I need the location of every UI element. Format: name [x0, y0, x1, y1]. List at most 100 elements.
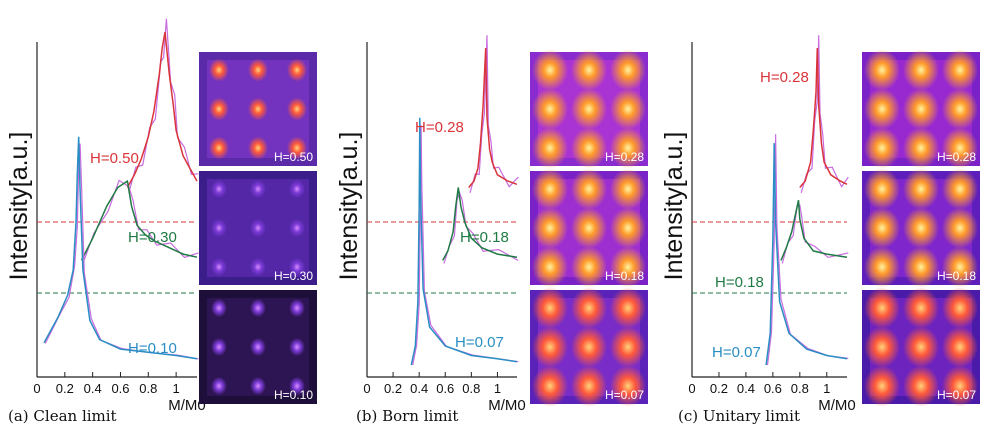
- map-spot: [250, 337, 266, 357]
- x-tick-label: 0: [363, 381, 370, 396]
- map-panel: H=0.18: [862, 168, 980, 288]
- map-spot: [532, 287, 568, 329]
- map-spot: [610, 49, 646, 91]
- series-label: H=0.50: [90, 150, 139, 167]
- x-axis-label: M/M0: [168, 397, 206, 414]
- panel-c: Intensity[a.u.] 0 0.2 0.4 0.6 0.8 1M/M0 H=0.28 H…: [660, 35, 980, 425]
- map-spot: [942, 365, 978, 407]
- map-panel: H=0.07: [530, 287, 648, 407]
- map-panel: H=0.10: [199, 290, 317, 404]
- map-label: H=0.18: [937, 269, 976, 283]
- map-spot: [571, 88, 607, 130]
- y-axis-label: Intensity[a.u.]: [5, 132, 33, 281]
- x-tick-label: 0.8: [791, 381, 809, 396]
- series-label: H=0.18: [460, 229, 509, 246]
- series-line: [442, 187, 518, 261]
- map-spot: [942, 326, 978, 368]
- x-tick-label: 1: [823, 381, 830, 396]
- x-axis-label: M/M0: [488, 397, 526, 414]
- map-spot: [942, 127, 978, 169]
- map-spot: [209, 58, 229, 82]
- series-overlay-line: [800, 35, 849, 193]
- x-tick-label: 0.4: [84, 381, 102, 396]
- map-spot: [571, 365, 607, 407]
- series-label: H=0.07: [455, 334, 504, 351]
- x-tick-label: 0.4: [737, 381, 755, 396]
- map-label: H=0.28: [937, 150, 976, 164]
- map-spot: [864, 207, 900, 249]
- map-spot: [610, 88, 646, 130]
- series-line: [780, 200, 848, 261]
- map-spot: [287, 136, 307, 160]
- map-spot: [532, 168, 568, 210]
- map-panel: H=0.28: [862, 49, 980, 169]
- map-spot: [211, 337, 227, 357]
- map-spot: [289, 257, 305, 277]
- map-spot: [942, 287, 978, 329]
- series-overlay-line: [781, 204, 849, 264]
- map-spot: [532, 246, 568, 288]
- map-panel: H=0.18: [530, 168, 648, 288]
- map-spot: [864, 287, 900, 329]
- series-label: H=0.10: [128, 340, 177, 357]
- map-spot: [610, 326, 646, 368]
- panel-caption: (c) Unitary limit: [678, 407, 800, 425]
- map-spot: [864, 326, 900, 368]
- map-spot: [903, 246, 939, 288]
- series-label: H=0.28: [760, 69, 809, 86]
- map-spot: [289, 298, 305, 318]
- series-label: H=0.07: [712, 344, 761, 361]
- map-spot: [571, 127, 607, 169]
- map-spot: [903, 326, 939, 368]
- map-label: H=0.50: [274, 150, 313, 164]
- x-tick-label: 0.8: [462, 381, 480, 396]
- map-spot: [571, 246, 607, 288]
- x-tick-label: 0.2: [710, 381, 728, 396]
- map-spot: [903, 287, 939, 329]
- map-spot: [903, 88, 939, 130]
- map-spot: [289, 179, 305, 199]
- series-label: H=0.18: [715, 274, 764, 291]
- series-overlay-line: [82, 179, 199, 264]
- x-tick-label: 0: [688, 381, 695, 396]
- panel-caption: (a) Clean limit: [8, 407, 117, 425]
- map-spot: [942, 246, 978, 288]
- map-spot: [250, 218, 266, 238]
- map-spot: [903, 49, 939, 91]
- map-spot: [864, 168, 900, 210]
- map-spot: [211, 298, 227, 318]
- map-spot: [248, 97, 268, 121]
- map-spot: [211, 218, 227, 238]
- map-spot: [250, 257, 266, 277]
- x-tick-label: 0.2: [56, 381, 74, 396]
- map-label: H=0.10: [274, 388, 313, 402]
- map-panel: H=0.28: [530, 49, 648, 169]
- map-spot: [610, 168, 646, 210]
- map-spot: [864, 365, 900, 407]
- x-tick-label: 0.8: [139, 381, 157, 396]
- map-spot: [571, 207, 607, 249]
- map-spot: [903, 207, 939, 249]
- map-spot: [532, 207, 568, 249]
- x-tick-label: 0.2: [384, 381, 402, 396]
- map-spot: [942, 49, 978, 91]
- series-line: [765, 143, 848, 366]
- y-axis-label: Intensity[a.u.]: [660, 132, 688, 281]
- map-spot: [287, 58, 307, 82]
- panel-caption: (b) Born limit: [356, 407, 458, 425]
- map-spot: [864, 127, 900, 169]
- map-label: H=0.07: [605, 388, 644, 402]
- map-spot: [532, 127, 568, 169]
- panel-b: Intensity[a.u.] 0 0.2 0.4 0.6 0.8 1M/M0 H=0.28 H…: [335, 35, 648, 425]
- panel-a: Intensity[a.u.] 0 0.2 0.4 0.6 0.8 1M/M0 H=0.50 H…: [5, 18, 317, 425]
- x-axis-label: M/M0: [818, 397, 856, 414]
- map-spot: [532, 88, 568, 130]
- series-line: [43, 136, 198, 360]
- series-label: H=0.30: [128, 229, 177, 246]
- series-line: [799, 47, 848, 188]
- map-spot: [248, 136, 268, 160]
- series-line: [80, 179, 198, 261]
- map-spot: [289, 376, 305, 396]
- x-tick-label: 0.6: [111, 381, 129, 396]
